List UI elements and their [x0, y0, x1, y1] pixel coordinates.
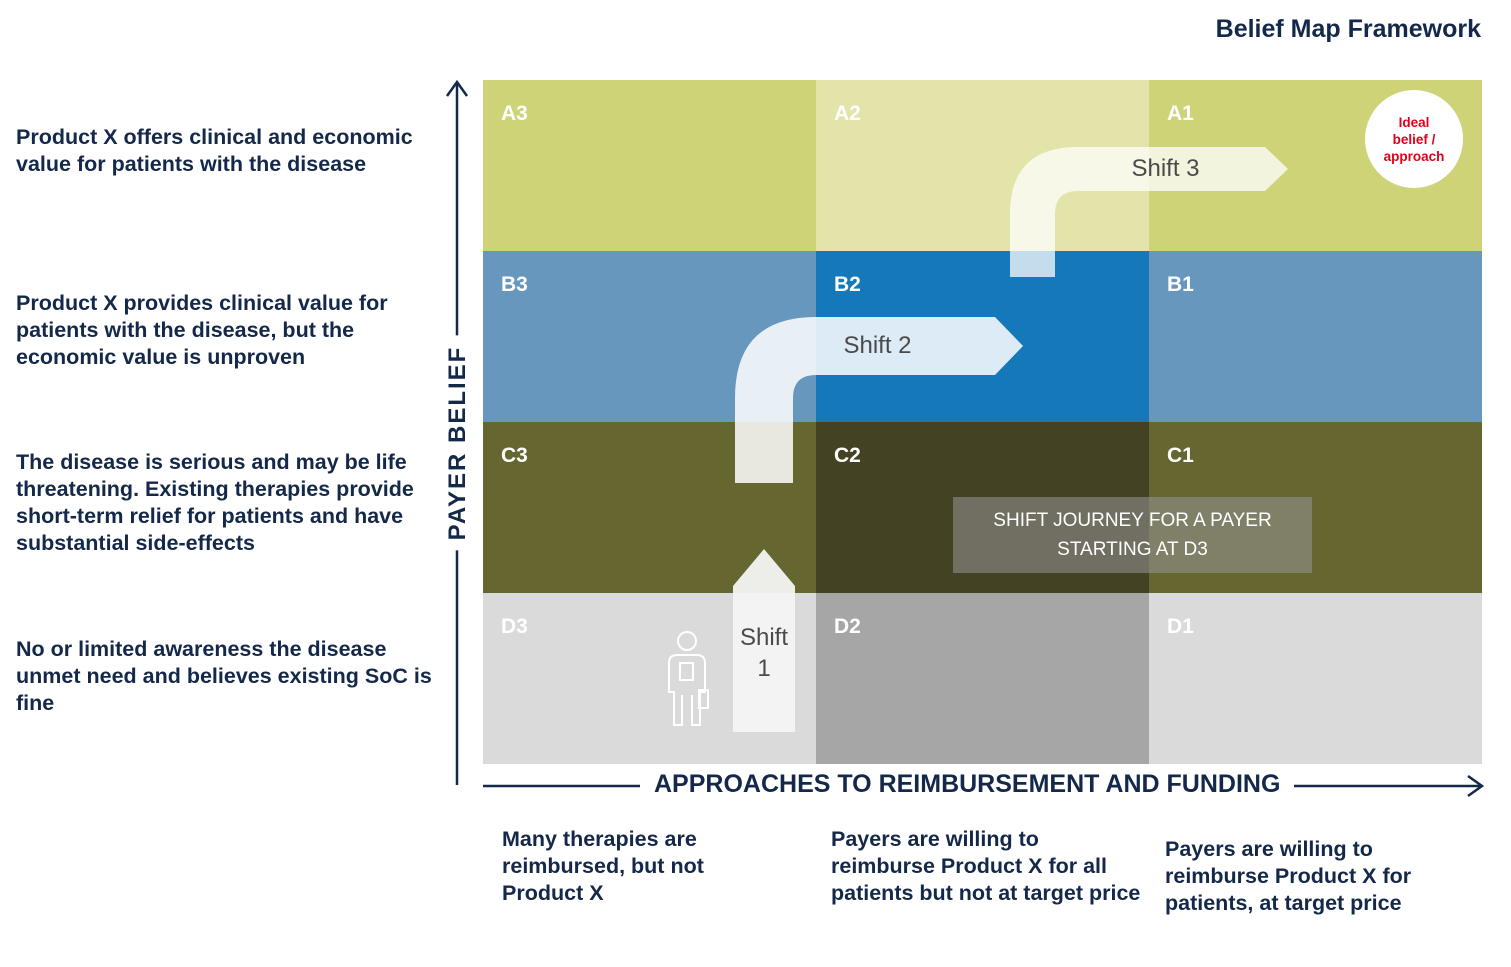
shift-1-arrow	[733, 549, 795, 732]
cell-b1: B1	[1149, 251, 1482, 422]
shift-journey-caption: SHIFT JOURNEY FOR A PAYER STARTING AT D3	[953, 497, 1312, 573]
cell-label: D3	[501, 615, 528, 638]
cell-label: D1	[1167, 615, 1194, 638]
y-axis-title: PAYER BELIEF	[444, 335, 472, 551]
shift-2-label: Shift 2	[843, 332, 912, 359]
row-description-a: Product X offers clinical and economic v…	[16, 125, 413, 176]
shift-3-label: Shift 3	[1131, 155, 1200, 182]
arrow-right-icon	[1467, 774, 1485, 798]
shift-1-label-line1: Shift	[739, 624, 789, 651]
ideal-line2: belief /	[1392, 131, 1436, 147]
column-description-3: Many therapies are reimbursed, but not P…	[502, 827, 704, 905]
shift-3-arrow	[1010, 147, 1288, 277]
cell-label: C3	[501, 444, 528, 467]
journey-caption-line2: STARTING AT D3	[1057, 539, 1208, 560]
ideal-belief-badge: Ideal belief / approach	[1365, 90, 1463, 188]
cell-label: B1	[1167, 273, 1194, 296]
cell-label: B3	[501, 273, 528, 296]
shift-1-label-line2: 1	[757, 655, 771, 682]
arrow-up-icon	[445, 79, 469, 97]
cell-d1: D1	[1149, 593, 1482, 764]
cell-label: B2	[834, 273, 861, 296]
cell-label: C1	[1167, 444, 1194, 467]
shift-2-arrow	[735, 317, 1023, 483]
doctor-with-clipboard-icon	[668, 631, 709, 726]
cell-label: A2	[834, 102, 861, 125]
column-description-2: Payers are willing to reimburse Product …	[831, 827, 1141, 905]
cell-label: A3	[501, 102, 528, 125]
shift-1-label: Shift 1	[733, 622, 795, 684]
cell-label: D2	[834, 615, 861, 638]
diagram-title: Belief Map Framework	[1215, 15, 1481, 43]
cell-d2: D2	[816, 593, 1149, 764]
ideal-line1: Ideal	[1398, 114, 1430, 130]
row-description-b: Product X provides clinical value for pa…	[16, 291, 388, 369]
cell-label: A1	[1167, 102, 1194, 125]
cell-label: C2	[834, 444, 861, 467]
ideal-line3: approach	[1383, 148, 1445, 164]
column-description-1: Payers are willing to reimburse Product …	[1165, 837, 1412, 915]
journey-caption-line1: SHIFT JOURNEY FOR A PAYER	[993, 510, 1272, 531]
row-description-c: The disease is serious and may be life t…	[16, 450, 414, 555]
x-axis-title: APPROACHES TO REIMBURSEMENT AND FUNDING	[640, 770, 1295, 799]
row-description-d: No or limited awareness the disease unme…	[16, 637, 432, 715]
cell-a3: A3	[483, 80, 816, 251]
